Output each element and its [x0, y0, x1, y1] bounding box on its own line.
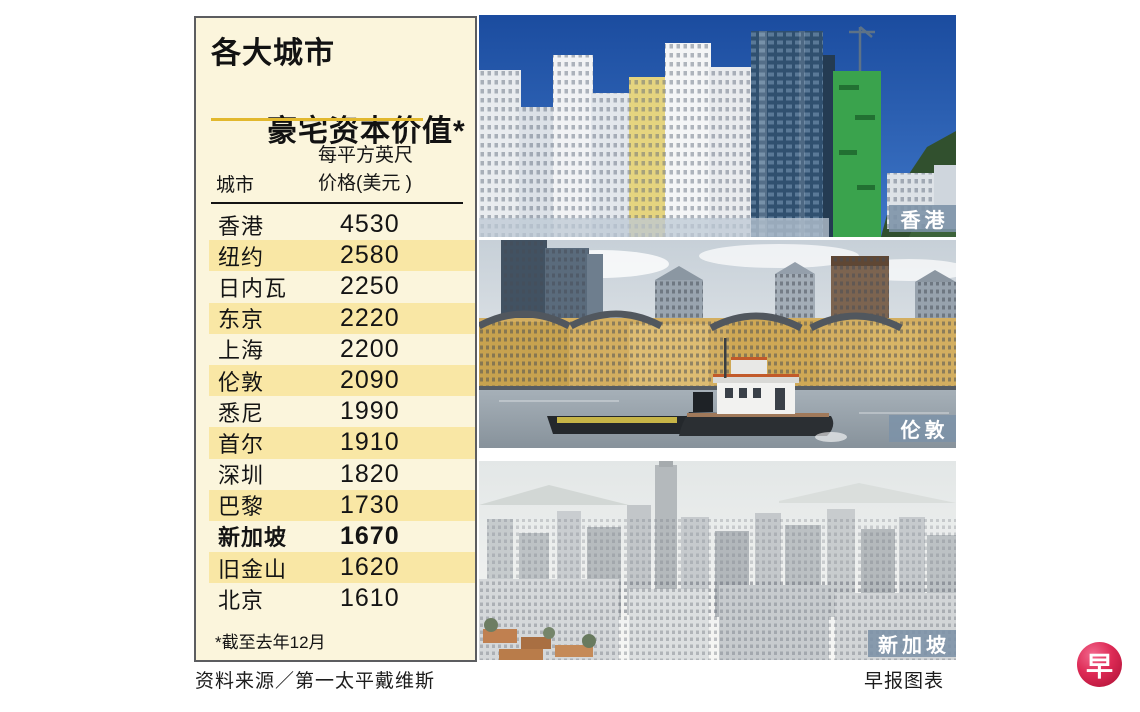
hongkong-skyline-illustration [479, 15, 956, 237]
singapore-cityscape-illustration [479, 461, 956, 660]
page-title: 各大城市 豪宅资本价值* [211, 34, 466, 151]
price-header-line2: 价格(美元 ) [318, 173, 412, 194]
credit-caption: 早报图表 [864, 671, 945, 692]
city-name: 深圳 [218, 463, 265, 489]
price-value: 2250 [340, 272, 400, 301]
city-name: 上海 [218, 338, 265, 364]
singapore-photo: 新加坡 [479, 461, 956, 660]
zaobao-logo-icon: 早 [1077, 642, 1122, 687]
price-value: 1670 [340, 521, 400, 550]
source-caption: 资料来源／第一太平戴维斯 [195, 671, 436, 692]
title-line1: 各大城市 [211, 37, 335, 70]
price-table-rows: 香港 4530 纽约 2580 日内瓦 2250 东京 2220 上海 2200 伦敦 2090 悉尼 1… [196, 209, 475, 614]
table-row: 北京 1610 [196, 583, 475, 614]
london-photo-label: 伦敦 [889, 415, 956, 442]
london-photo: 伦敦 [479, 240, 956, 448]
price-value: 1820 [340, 459, 400, 488]
city-name: 北京 [218, 587, 265, 613]
price-value: 2090 [340, 366, 400, 395]
city-name: 旧金山 [218, 556, 288, 582]
price-value: 2580 [340, 241, 400, 270]
table-row: 香港 4530 [196, 209, 475, 240]
table-row: 悉尼 1990 [196, 396, 475, 427]
price-table-panel: 各大城市 豪宅资本价值* 每平方英尺 价格(美元 ) 城市 香港 4530 纽约 25… [194, 16, 477, 662]
hongkong-photo-label: 香港 [889, 205, 956, 232]
boat-illustration [547, 338, 847, 442]
table-row: 日内瓦 2250 [196, 271, 475, 302]
price-value: 1910 [340, 428, 400, 457]
price-value: 1620 [340, 553, 400, 582]
city-name: 悉尼 [218, 400, 265, 426]
table-row: 上海 2200 [196, 334, 475, 365]
table-row: 新加坡 1670 [196, 521, 475, 552]
table-row: 首尔 1910 [196, 427, 475, 459]
city-name: 伦敦 [218, 369, 265, 395]
header-divider [211, 202, 463, 204]
city-name: 纽约 [218, 244, 265, 270]
hongkong-photo: 香港 [479, 15, 956, 237]
price-column-header: 每平方英尺 价格(美元 ) [318, 142, 413, 198]
price-value: 2200 [340, 334, 400, 363]
price-value: 1990 [340, 397, 400, 426]
table-row: 巴黎 1730 [196, 489, 475, 521]
table-row: 东京 2220 [196, 302, 475, 334]
table-row: 深圳 1820 [196, 459, 475, 490]
table-row: 伦敦 2090 [196, 364, 475, 397]
price-value: 4530 [340, 210, 400, 239]
price-header-line1: 每平方英尺 [318, 145, 414, 166]
title-underline [211, 118, 423, 121]
price-value: 1730 [340, 490, 400, 519]
price-value: 1610 [340, 584, 400, 613]
table-row: 纽约 2580 [196, 240, 475, 272]
table-row: 旧金山 1620 [196, 552, 475, 584]
city-name: 新加坡 [218, 525, 288, 551]
city-name: 东京 [218, 307, 265, 333]
london-riverside-illustration [479, 240, 956, 448]
footnote: *截至去年12月 [215, 633, 326, 652]
city-name: 巴黎 [218, 494, 265, 520]
city-name: 香港 [218, 213, 265, 239]
city-column-header: 城市 [216, 175, 255, 196]
price-value: 2220 [340, 303, 400, 332]
city-name: 首尔 [218, 431, 265, 457]
city-name: 日内瓦 [218, 275, 288, 301]
singapore-photo-label: 新加坡 [868, 630, 956, 657]
